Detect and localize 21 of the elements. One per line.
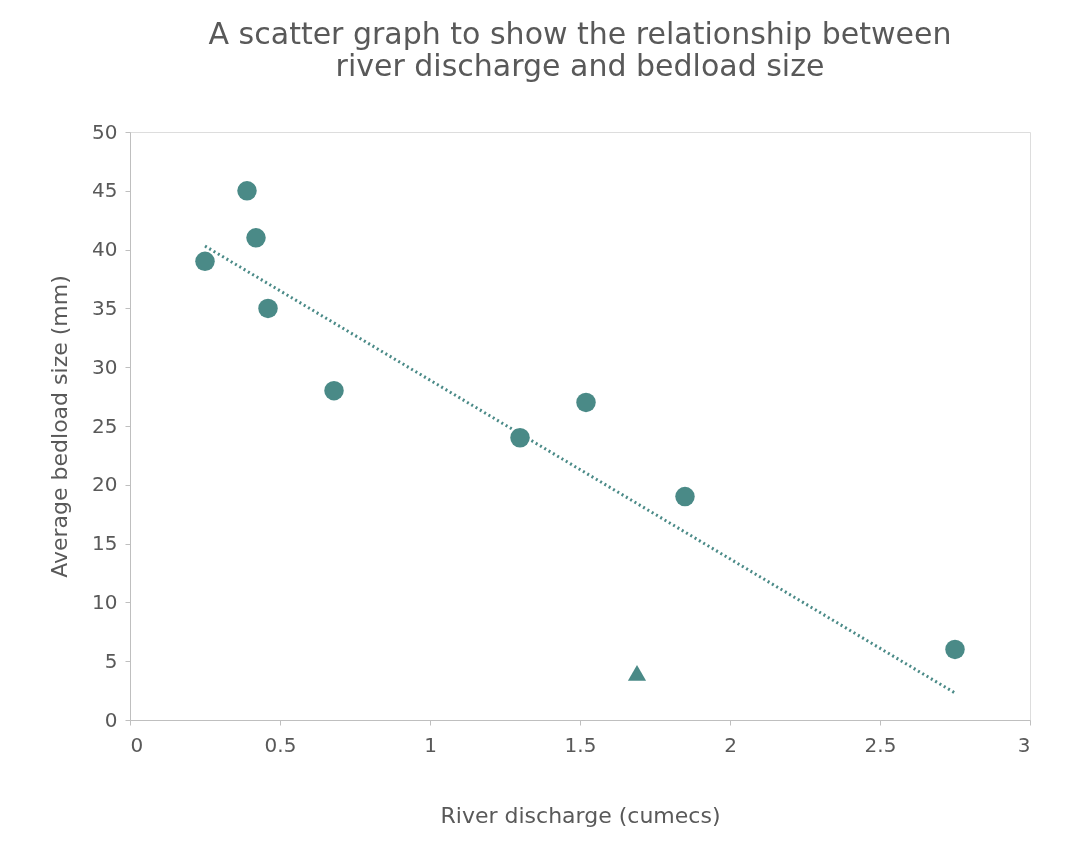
x-tick-label: 0: [130, 732, 144, 757]
y-tick-label: 50: [92, 119, 118, 144]
y-tick-label: 40: [92, 237, 118, 262]
y-tick-label: 30: [92, 354, 118, 379]
y-tick-label: 35: [92, 295, 118, 320]
y-tick-label: 0: [104, 707, 118, 732]
y-tick-label: 45: [92, 178, 118, 203]
chart-title: A scatter graph to show the relationship between river discharge and bedload size: [208, 16, 952, 83]
x-tick-label: 1: [424, 732, 437, 757]
x-tick-label: 0.5: [264, 732, 297, 757]
x-axis-title: River discharge (cumecs): [440, 802, 721, 828]
x-tick-label: 2.5: [864, 732, 897, 757]
y-axis-title: Average bedload size (mm): [47, 275, 73, 578]
y-tick-label: 10: [92, 589, 118, 614]
y-tick-label: 25: [92, 413, 118, 438]
y-tick-label: 20: [92, 472, 118, 497]
x-tick-label: 1.5: [564, 732, 597, 757]
x-tick-label: 3: [1017, 732, 1031, 757]
y-tick-label: 15: [92, 531, 118, 556]
x-tick-label: 2: [724, 732, 737, 757]
y-tick-label: 5: [104, 648, 118, 673]
